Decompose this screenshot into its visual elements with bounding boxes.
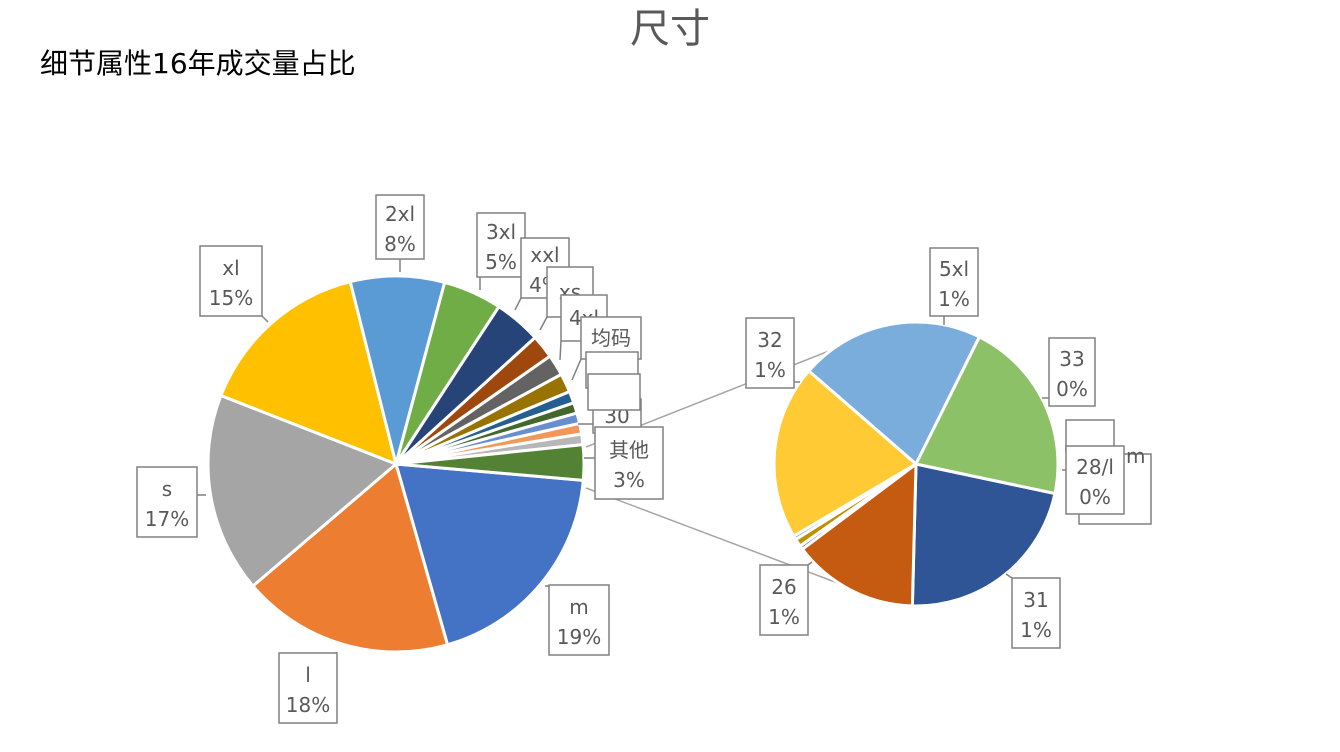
label-percent: 0%	[1056, 377, 1088, 401]
label-percent: 5%	[485, 250, 517, 274]
label-leader	[514, 297, 522, 311]
label-percent: 1%	[754, 358, 786, 382]
label-category: xl	[222, 256, 239, 280]
secondary-pie	[772, 320, 1060, 608]
data-label-l-1: l 18%	[278, 652, 338, 724]
data-label-s-2: s 17%	[136, 466, 206, 538]
label-leader	[571, 358, 582, 381]
label-percent: 19%	[557, 625, 601, 649]
secondary-pie-slice-33-1	[800, 460, 918, 608]
data-label-其他-15: 其他 3%	[584, 426, 664, 500]
chart-subtitle: 细节属性16年成交量占比	[40, 47, 356, 80]
label-box	[548, 584, 610, 656]
label-percent: 1%	[1020, 618, 1052, 642]
secondary-pie-slice-26-6	[806, 320, 982, 467]
label-box	[375, 194, 425, 260]
label-category: 其他	[609, 438, 649, 462]
data-label-secondary-33-1: 330%	[1042, 337, 1096, 407]
data-label-secondary-26-6: 261%	[759, 561, 813, 636]
label-percent: 0%	[1079, 485, 1111, 509]
label-box	[594, 426, 664, 500]
label-box	[587, 373, 641, 411]
main-pie-slice-其他-15	[395, 443, 586, 483]
label-box	[745, 317, 795, 389]
data-label-secondary-31-5: 311%	[1005, 573, 1061, 649]
label-category: xxl	[530, 243, 559, 267]
main-pie-slice-m-0	[393, 462, 585, 647]
label-percent: 1%	[768, 605, 800, 629]
label-category: 均码	[591, 326, 631, 350]
label-percent: 17%	[145, 507, 189, 531]
label-category: l	[305, 663, 311, 687]
label-leader	[261, 315, 269, 323]
main-pie-slice-l-1	[250, 461, 450, 654]
label-box	[759, 564, 809, 636]
label-box	[136, 466, 198, 538]
label-box	[929, 247, 979, 317]
label-box	[1048, 337, 1096, 407]
main-pie-slice-s-2	[206, 393, 399, 589]
main-pie	[206, 274, 586, 654]
data-label-xl-3: xl 15%	[199, 245, 269, 323]
label-category: 2xl	[385, 202, 415, 226]
data-labels: m19%l18%s17%xl15%2xl8%3xl5%xxl4%xs4xl均码3…	[136, 194, 1152, 724]
label-percent: 8%	[384, 232, 416, 256]
label-leader	[1005, 573, 1013, 579]
label-category: 3xl	[486, 220, 516, 244]
secondary-pie-slice-31-5	[772, 368, 919, 539]
label-box	[1011, 577, 1061, 649]
label-box	[199, 245, 263, 317]
label-category: 31	[1023, 588, 1048, 612]
data-label-m-0: m 19%	[545, 584, 610, 656]
label-percent: 18%	[286, 693, 330, 717]
label-category: 26	[771, 575, 796, 599]
partial-label-text: m	[1126, 444, 1145, 468]
connector-line-bottom	[585, 487, 873, 597]
label-box	[1065, 445, 1125, 515]
label-category: 33	[1059, 347, 1084, 371]
label-leader	[539, 316, 548, 331]
data-label-secondary-32-7: 321%	[745, 317, 800, 389]
label-category: s	[162, 477, 172, 501]
secondary-pie-slice-5xl-0	[910, 462, 1057, 608]
label-box	[476, 212, 526, 278]
data-label-overlap-1	[587, 373, 641, 411]
chart-title: 尺寸	[630, 6, 710, 52]
main-pie-slice-xl-3	[218, 279, 399, 467]
label-percent: 3%	[613, 468, 645, 492]
label-category: m	[569, 595, 588, 619]
secondary-pie-slice-32-7	[913, 334, 1060, 496]
label-box	[278, 652, 338, 724]
label-leader	[559, 340, 562, 361]
label-percent: 15%	[209, 286, 253, 310]
label-category: 32	[757, 328, 782, 352]
label-category: 5xl	[939, 257, 969, 281]
main-pie-slice-2xl-4	[348, 274, 447, 470]
label-percent: 1%	[938, 287, 970, 311]
label-category: 28/l	[1076, 455, 1114, 479]
data-label-secondary-28-l-4: 28/l 0%	[1062, 445, 1125, 515]
label-leader	[807, 561, 813, 566]
